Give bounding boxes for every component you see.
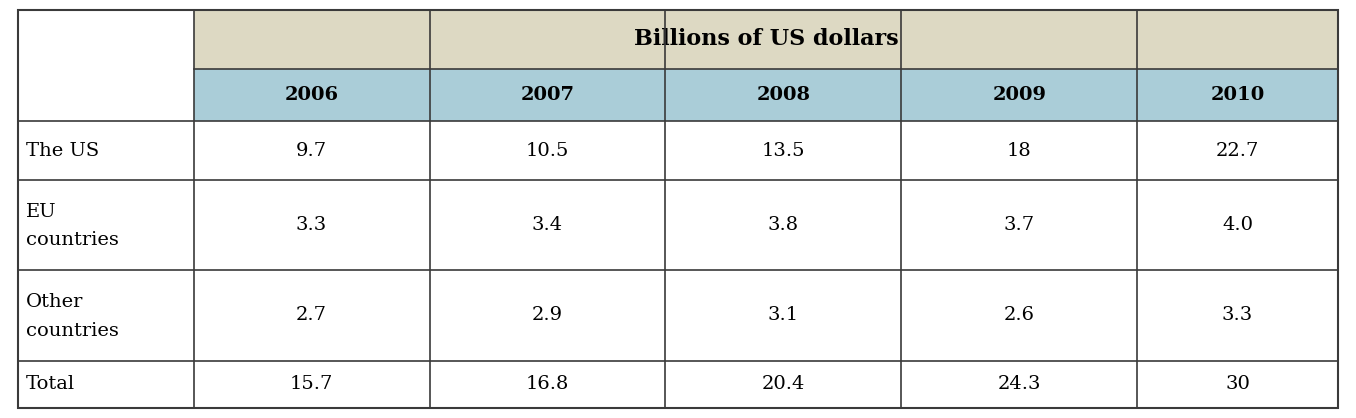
Text: Other: Other [26,293,83,311]
Bar [18,360,194,408]
Bar [666,270,902,360]
Bar [430,360,666,408]
Text: 4.0: 4.0 [1222,216,1253,234]
Bar [18,270,194,360]
Text: 3.7: 3.7 [1003,216,1035,234]
Bar [902,360,1138,408]
Text: 22.7: 22.7 [1216,142,1260,160]
Text: 16.8: 16.8 [526,375,570,393]
Text: 2.9: 2.9 [532,306,563,324]
Text: 20.4: 20.4 [762,375,805,393]
Bar [430,69,666,121]
Bar [194,10,1338,69]
Text: 2.7: 2.7 [296,306,327,324]
Text: Billions of US dollars: Billions of US dollars [633,28,898,51]
Text: 2.6: 2.6 [1003,306,1035,324]
Text: 18: 18 [1008,142,1032,160]
Bar [1138,121,1338,180]
Text: 2006: 2006 [285,86,339,104]
Bar [1138,360,1338,408]
Bar [194,121,430,180]
Bar [194,270,430,360]
Text: 13.5: 13.5 [762,142,805,160]
Text: 2007: 2007 [521,86,575,104]
Bar [194,69,430,121]
Bar [430,180,666,270]
Bar [666,360,902,408]
Text: EU: EU [26,203,57,221]
Bar [1138,270,1338,360]
Bar [1138,180,1338,270]
Bar [666,180,902,270]
Text: The US: The US [26,142,99,160]
Bar [666,69,902,121]
Text: 9.7: 9.7 [296,142,327,160]
Text: 3.8: 3.8 [767,216,799,234]
Bar [666,121,902,180]
Bar [902,121,1138,180]
Text: 15.7: 15.7 [290,375,334,393]
Text: countries: countries [26,322,119,340]
Bar [902,270,1138,360]
Text: Total: Total [26,375,75,393]
Text: 3.1: 3.1 [767,306,799,324]
Text: 2010: 2010 [1211,86,1265,104]
Text: countries: countries [26,232,119,250]
Bar [18,121,194,180]
Bar [18,10,194,121]
Bar [430,121,666,180]
Text: 3.3: 3.3 [296,216,327,234]
Text: 2009: 2009 [993,86,1047,104]
Bar [194,180,430,270]
Text: 2008: 2008 [757,86,811,104]
Text: 3.4: 3.4 [532,216,563,234]
Text: 10.5: 10.5 [526,142,570,160]
Bar [18,180,194,270]
Bar [194,360,430,408]
Text: 3.3: 3.3 [1222,306,1253,324]
Bar [902,180,1138,270]
Bar [902,69,1138,121]
Bar [430,270,666,360]
Bar [1138,69,1338,121]
Text: 30: 30 [1226,375,1250,393]
Text: 24.3: 24.3 [998,375,1041,393]
